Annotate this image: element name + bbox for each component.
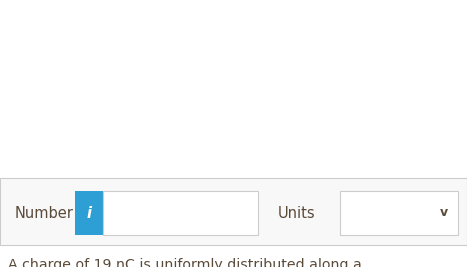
FancyBboxPatch shape: [75, 191, 103, 235]
Text: i: i: [86, 206, 92, 221]
Text: v: v: [440, 206, 448, 219]
Text: Number: Number: [15, 206, 74, 221]
Text: Units: Units: [278, 206, 316, 221]
FancyBboxPatch shape: [0, 178, 467, 245]
FancyBboxPatch shape: [340, 191, 458, 235]
Text: A charge of 19 nC is uniformly distributed along a
straight rod of length 15 m t: A charge of 19 nC is uniformly distribut…: [8, 258, 362, 267]
FancyBboxPatch shape: [103, 191, 258, 235]
